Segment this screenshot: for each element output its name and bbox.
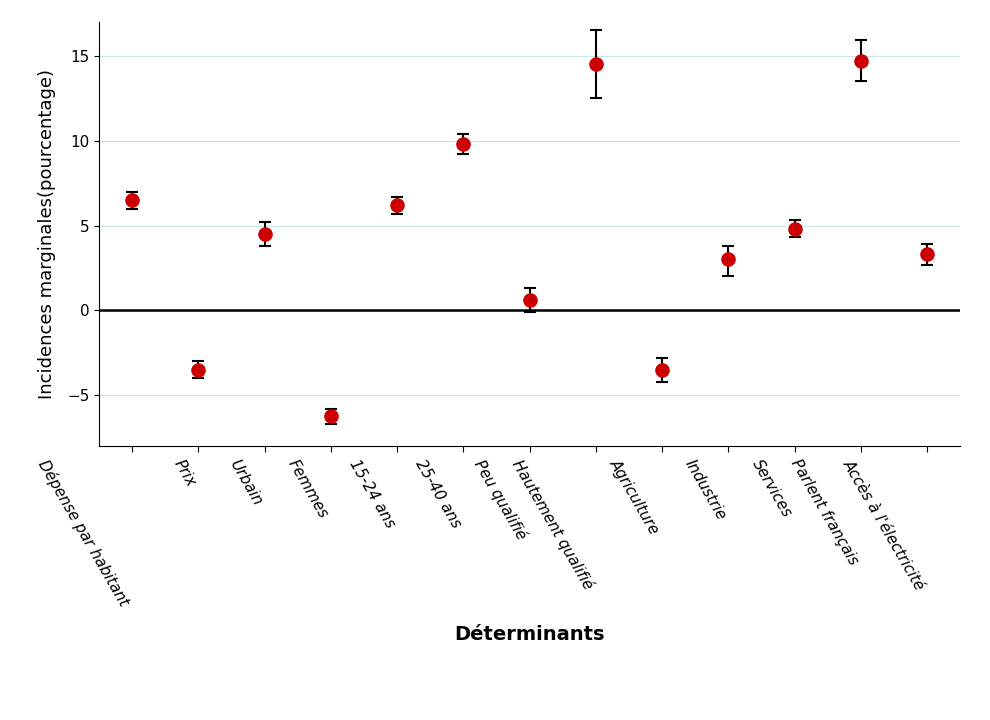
X-axis label: Déterminants: Déterminants	[454, 625, 605, 644]
Y-axis label: Incidences marginales(pourcentage): Incidences marginales(pourcentage)	[38, 69, 55, 399]
Point	[920, 248, 936, 260]
Point	[853, 55, 869, 66]
Point	[389, 199, 405, 211]
Point	[455, 138, 471, 150]
Point	[323, 410, 339, 422]
Point	[721, 253, 737, 265]
Point	[588, 58, 604, 70]
Point	[654, 364, 670, 376]
Point	[787, 223, 803, 235]
Point	[124, 194, 140, 206]
Point	[256, 228, 272, 240]
Point	[522, 294, 538, 306]
Point	[190, 364, 206, 376]
